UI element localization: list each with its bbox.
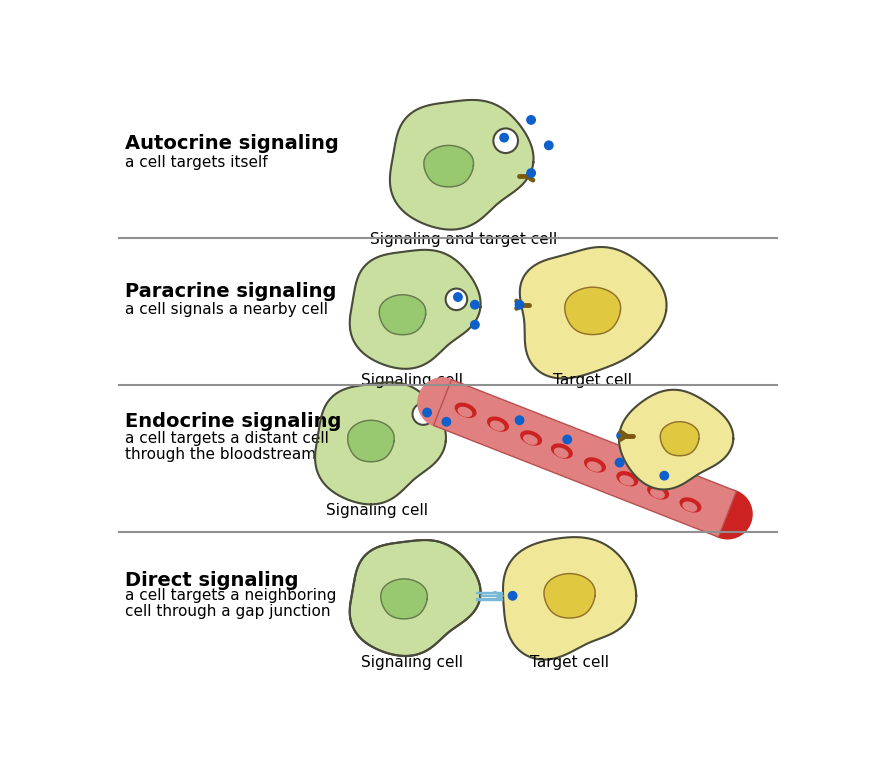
Polygon shape bbox=[350, 540, 481, 656]
Circle shape bbox=[509, 591, 517, 600]
Text: a cell targets a neighboring: a cell targets a neighboring bbox=[125, 588, 336, 604]
Polygon shape bbox=[524, 435, 538, 444]
Polygon shape bbox=[648, 485, 669, 499]
Polygon shape bbox=[434, 379, 737, 537]
Polygon shape bbox=[316, 383, 446, 504]
Circle shape bbox=[493, 129, 518, 153]
Polygon shape bbox=[683, 502, 697, 511]
Circle shape bbox=[418, 378, 468, 427]
Polygon shape bbox=[619, 389, 733, 489]
Polygon shape bbox=[585, 458, 606, 472]
Text: cell through a gap junction: cell through a gap junction bbox=[125, 604, 330, 619]
Circle shape bbox=[516, 416, 524, 424]
Circle shape bbox=[423, 408, 432, 417]
Polygon shape bbox=[554, 448, 568, 457]
Polygon shape bbox=[661, 421, 699, 456]
Text: Signaling and target cell: Signaling and target cell bbox=[371, 232, 558, 247]
Polygon shape bbox=[424, 146, 474, 187]
Circle shape bbox=[470, 300, 479, 309]
Circle shape bbox=[527, 116, 535, 124]
Polygon shape bbox=[488, 417, 509, 431]
Text: Autocrine signaling: Autocrine signaling bbox=[125, 133, 339, 152]
Polygon shape bbox=[350, 250, 481, 369]
Text: a cell targets itself: a cell targets itself bbox=[125, 155, 268, 170]
Polygon shape bbox=[458, 408, 472, 417]
Polygon shape bbox=[680, 498, 701, 512]
Polygon shape bbox=[350, 540, 481, 656]
Circle shape bbox=[470, 321, 479, 329]
Circle shape bbox=[660, 472, 669, 480]
Bar bbox=[475, 598, 502, 600]
Circle shape bbox=[446, 289, 468, 310]
Polygon shape bbox=[587, 462, 601, 471]
Polygon shape bbox=[544, 574, 595, 618]
Circle shape bbox=[563, 435, 572, 443]
Circle shape bbox=[617, 431, 626, 440]
Circle shape bbox=[500, 133, 509, 142]
Polygon shape bbox=[490, 421, 504, 431]
Text: Target cell: Target cell bbox=[553, 373, 632, 388]
Polygon shape bbox=[521, 431, 541, 445]
Bar bbox=[475, 592, 502, 594]
Circle shape bbox=[413, 403, 434, 425]
Text: Target cell: Target cell bbox=[634, 490, 713, 504]
Circle shape bbox=[615, 459, 624, 467]
Polygon shape bbox=[455, 403, 476, 417]
Polygon shape bbox=[617, 472, 638, 485]
Polygon shape bbox=[348, 421, 394, 462]
Polygon shape bbox=[503, 537, 636, 660]
Polygon shape bbox=[520, 247, 667, 379]
Text: Signaling cell: Signaling cell bbox=[361, 373, 462, 388]
Circle shape bbox=[703, 489, 752, 539]
Circle shape bbox=[516, 300, 524, 309]
Polygon shape bbox=[381, 579, 427, 619]
Circle shape bbox=[545, 141, 553, 149]
Text: Signaling cell: Signaling cell bbox=[326, 503, 428, 518]
Polygon shape bbox=[620, 476, 634, 485]
Text: Paracrine signaling: Paracrine signaling bbox=[125, 282, 336, 301]
Text: Target cell: Target cell bbox=[531, 655, 609, 671]
Text: through the bloodstream: through the bloodstream bbox=[125, 447, 316, 462]
Polygon shape bbox=[565, 287, 621, 335]
Polygon shape bbox=[379, 295, 426, 335]
Polygon shape bbox=[651, 489, 664, 498]
Text: Endocrine signaling: Endocrine signaling bbox=[125, 412, 342, 431]
Text: a cell targets a distant cell: a cell targets a distant cell bbox=[125, 431, 329, 447]
Text: Direct signaling: Direct signaling bbox=[125, 571, 299, 590]
Polygon shape bbox=[551, 444, 572, 458]
Circle shape bbox=[442, 418, 451, 426]
Circle shape bbox=[454, 293, 462, 301]
Text: a cell signals a nearby cell: a cell signals a nearby cell bbox=[125, 302, 329, 317]
Circle shape bbox=[527, 169, 535, 178]
Polygon shape bbox=[390, 100, 533, 229]
Text: Signaling cell: Signaling cell bbox=[361, 655, 462, 671]
